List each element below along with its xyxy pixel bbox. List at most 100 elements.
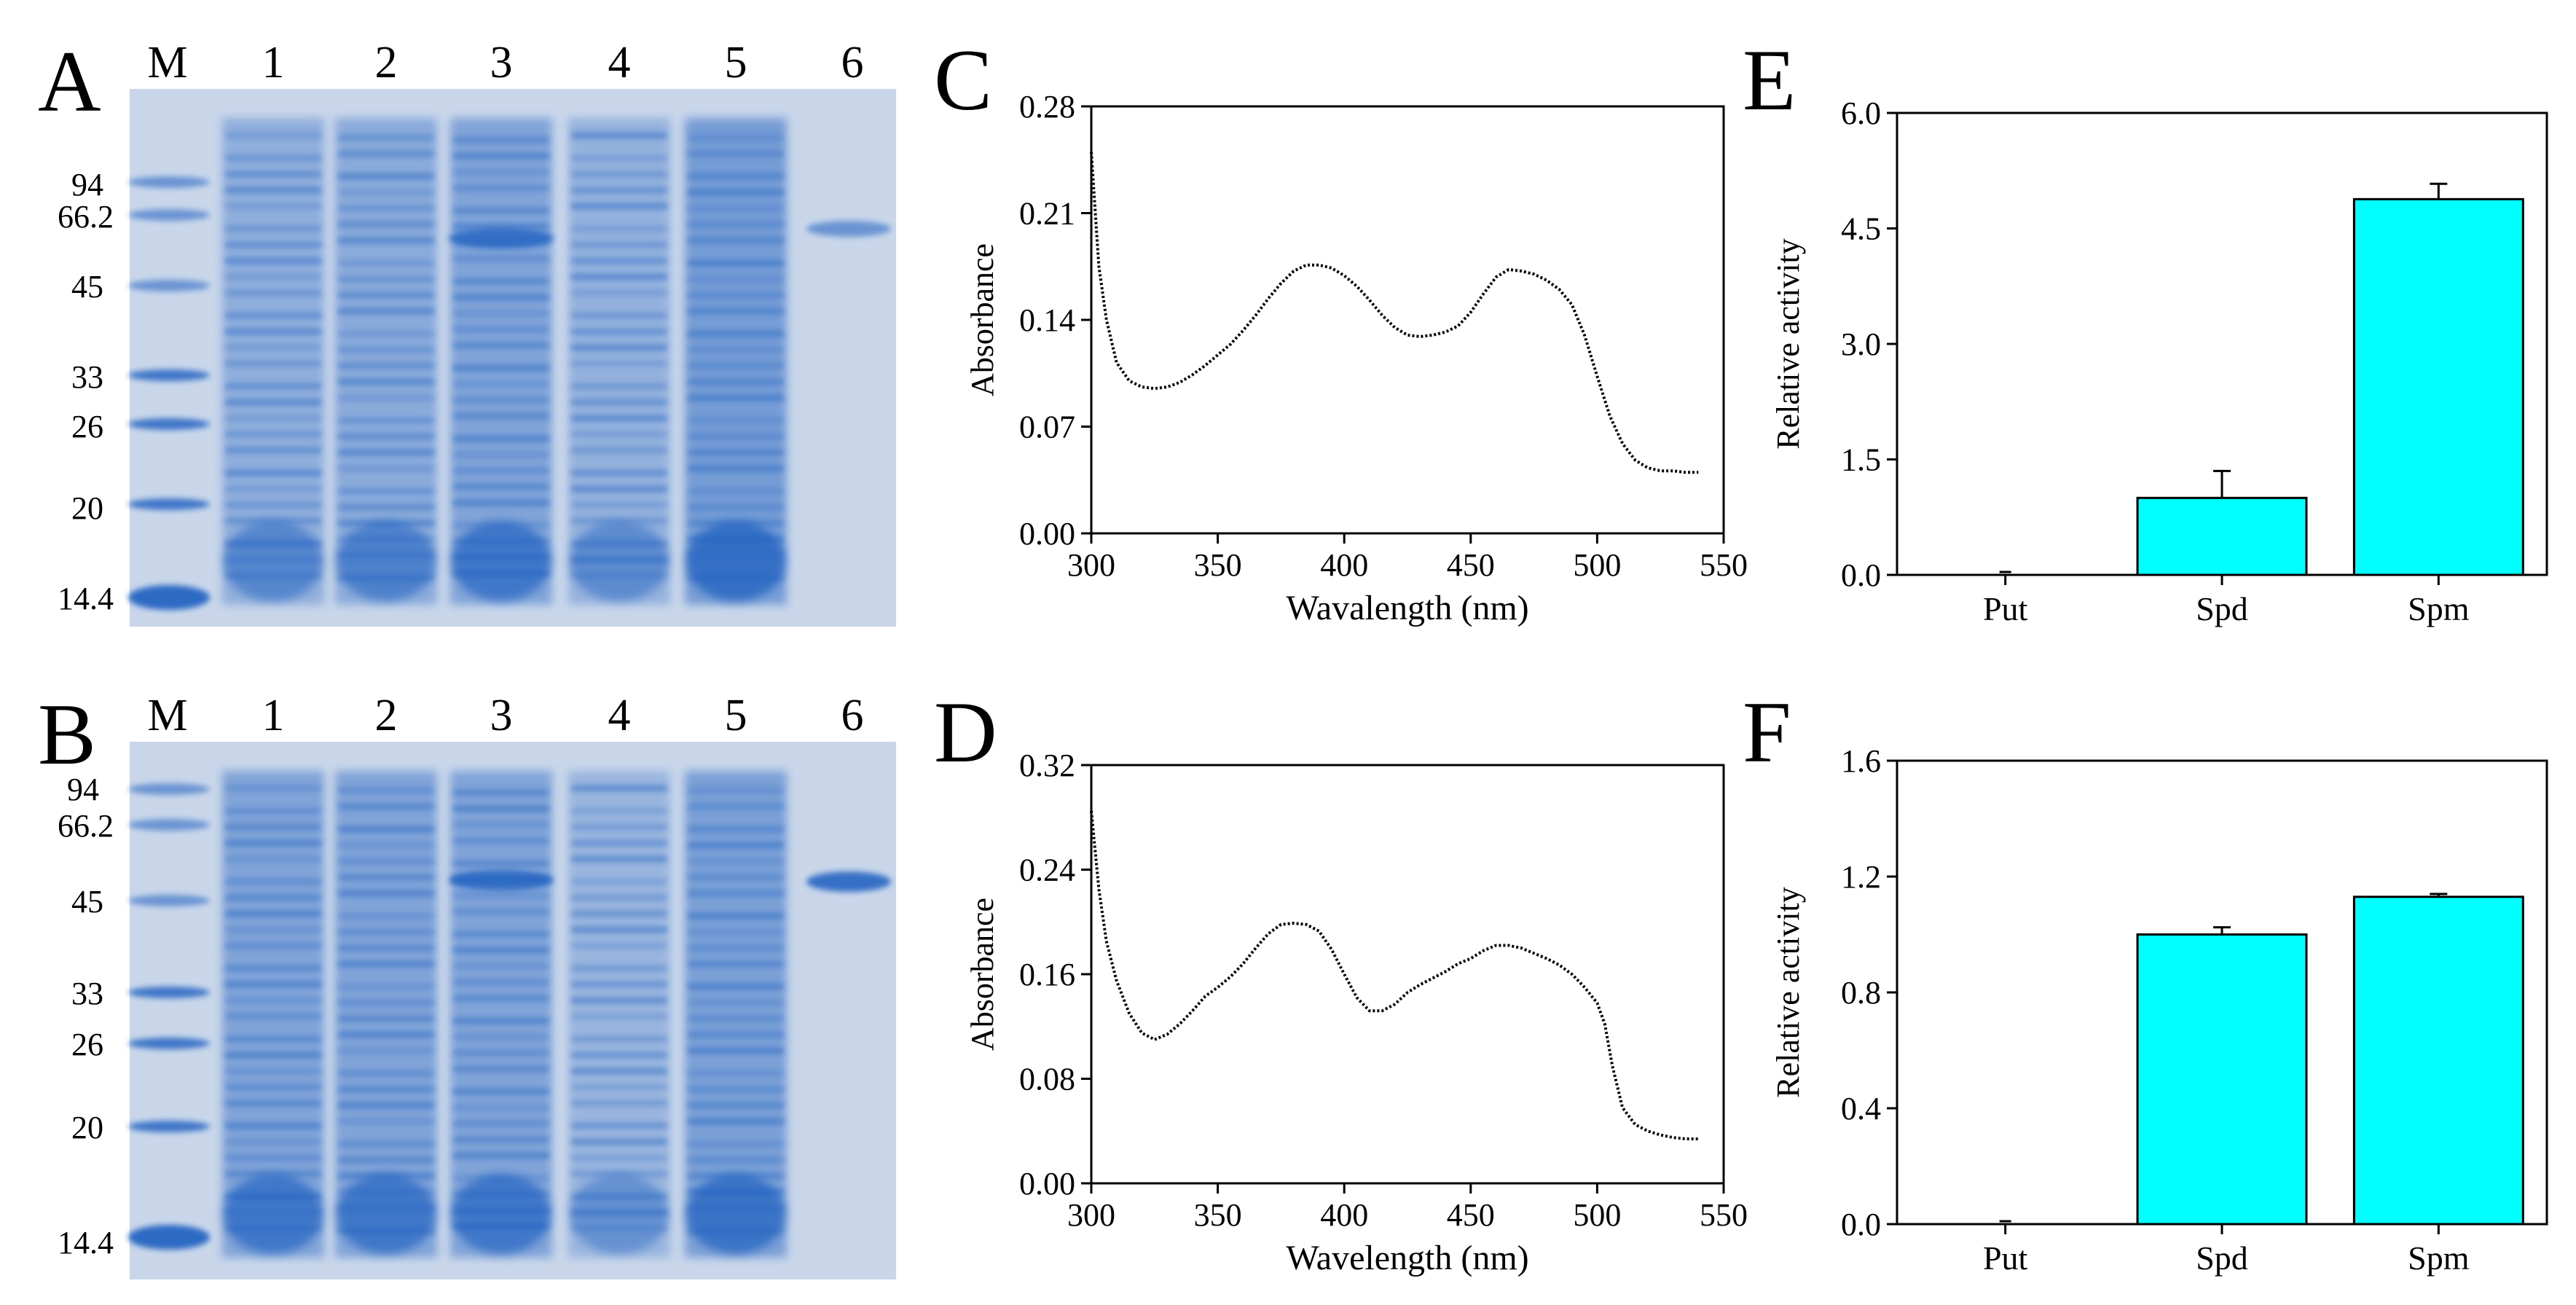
bar xyxy=(2136,496,2308,576)
x-axis-label: Wavelength (nm) xyxy=(1286,1239,1528,1277)
marker-band xyxy=(128,987,210,998)
gel-lane-purified xyxy=(806,871,891,892)
gel-b: M 1 2 3 4 5 6 94 66.2 45 33 26 20 14.4 xyxy=(58,691,896,1279)
x-axis-label: Wavalength (nm) xyxy=(1286,589,1528,627)
y-tick-label: 0.00 xyxy=(1019,1166,1075,1202)
gel-a-lane-label: M xyxy=(147,38,187,87)
gel-b-lane-label: 4 xyxy=(608,691,631,740)
gel-b-lane-label: 3 xyxy=(490,691,513,740)
gel-a: M 1 2 3 4 5 6 94 66.2 45 33 26 20 14.4 xyxy=(58,38,896,627)
y-tick-label: 0.0 xyxy=(1841,557,1881,593)
chart-e: 0.0 1.5 3.0 4.5 6.0 Put Spd Spm Relative activit… xyxy=(1770,95,2548,627)
bar xyxy=(2352,896,2524,1226)
gel-a-marker-label: 66.2 xyxy=(58,199,114,235)
marker-band xyxy=(128,498,210,510)
category-label: Spd xyxy=(2196,1239,2248,1277)
marker-band xyxy=(128,280,210,291)
gel-b-marker-label: 20 xyxy=(71,1110,103,1145)
y-axis-label: Relative activity xyxy=(1770,887,1806,1098)
marker-band xyxy=(128,209,210,221)
gel-b-lane-label: 1 xyxy=(262,691,285,740)
gel-a-marker-label: 94 xyxy=(71,167,103,203)
x-tick-label: 400 xyxy=(1320,547,1368,583)
y-tick-label: 1.6 xyxy=(1841,743,1881,779)
y-axis-label: Relative activity xyxy=(1770,238,1806,450)
marker-band xyxy=(128,1225,210,1250)
category-label: Put xyxy=(1983,1239,2028,1277)
y-tick-label: 0.07 xyxy=(1019,409,1075,445)
gel-b-lane-label: 5 xyxy=(725,691,747,740)
gel-b-marker-label: 14.4 xyxy=(58,1225,114,1261)
y-tick-label: 0.00 xyxy=(1019,516,1075,552)
marker-band xyxy=(128,783,210,795)
marker-band xyxy=(128,895,210,906)
gel-b-marker-label: 26 xyxy=(71,1027,103,1062)
y-tick-label: 0.32 xyxy=(1019,748,1075,783)
absorbance-line xyxy=(1090,152,1699,474)
gel-b-lane-label: M xyxy=(147,691,187,740)
marker-band xyxy=(128,176,210,188)
gel-lane xyxy=(222,771,324,1258)
x-tick-label: 400 xyxy=(1320,1197,1368,1233)
gel-lane xyxy=(335,771,437,1258)
category-label: Spm xyxy=(2408,590,2470,627)
gel-lane xyxy=(449,771,554,1258)
gel-lane xyxy=(335,118,437,605)
gel-lane xyxy=(222,118,324,605)
gel-b-lane-label: 6 xyxy=(841,691,864,740)
gel-lane xyxy=(568,118,670,605)
y-tick-label: 0.08 xyxy=(1019,1062,1075,1097)
y-tick-label: 0.24 xyxy=(1019,853,1075,888)
bar xyxy=(2136,933,2308,1226)
absorbance-line xyxy=(1090,810,1699,1140)
y-tick-label: 1.2 xyxy=(1841,859,1881,895)
y-tick-label: 0.14 xyxy=(1019,302,1075,338)
x-tick-label: 300 xyxy=(1067,547,1115,583)
marker-band xyxy=(128,819,210,831)
gel-lane xyxy=(449,118,554,605)
y-tick-label: 0.21 xyxy=(1019,196,1075,232)
panel-letter-b: B xyxy=(38,686,96,783)
x-tick-label: 300 xyxy=(1067,1197,1115,1233)
marker-band xyxy=(128,1121,210,1132)
gel-b-marker-label: 66.2 xyxy=(58,808,114,844)
y-axis-label: Absorbance xyxy=(965,898,1000,1051)
panel-letter-c: C xyxy=(934,31,992,128)
y-tick-label: 0.4 xyxy=(1841,1091,1881,1126)
x-tick-label: 450 xyxy=(1447,547,1495,583)
x-tick-label: 350 xyxy=(1194,1197,1242,1233)
gel-a-lane-label: 2 xyxy=(375,38,398,87)
bar xyxy=(2352,197,2524,576)
x-tick-label: 500 xyxy=(1573,1197,1621,1233)
plot-frame xyxy=(1090,105,1725,535)
plot-frame xyxy=(1090,764,1725,1185)
gel-lane xyxy=(685,118,787,605)
gel-b-marker-label: 94 xyxy=(67,772,99,807)
chart-d: 300 350 400 450 500 550 0.00 0.08 0.16 0.24 0.32 Wa… xyxy=(965,748,1748,1277)
gel-a-lane-label: 6 xyxy=(841,38,864,87)
gel-b-marker-labels: 94 66.2 45 33 26 20 14.4 xyxy=(58,772,114,1261)
marker-band xyxy=(128,1038,210,1049)
gel-a-marker-label: 20 xyxy=(71,490,103,526)
y-tick-label: 0.0 xyxy=(1841,1207,1881,1242)
y-tick-label: 0.28 xyxy=(1019,89,1075,125)
y-tick-label: 4.5 xyxy=(1841,211,1881,247)
chart-c: 300 350 400 450 500 550 0.00 0.07 0.14 0.21 0.28 Wa… xyxy=(965,89,1748,627)
marker-band xyxy=(128,585,210,610)
gel-a-lane-label: 5 xyxy=(725,38,747,87)
x-tick-label: 350 xyxy=(1194,547,1242,583)
gel-a-lane-label: 1 xyxy=(262,38,285,87)
gel-lane xyxy=(568,771,670,1258)
marker-band xyxy=(128,369,210,381)
panel-letter-a: A xyxy=(38,33,101,130)
gel-a-marker-label: 26 xyxy=(71,409,103,444)
gel-a-marker-label: 45 xyxy=(71,269,103,305)
chart-f: 0.0 0.4 0.8 1.2 1.6 Put Spd Spm Relative activit… xyxy=(1770,743,2548,1277)
gel-a-lane-label: 4 xyxy=(608,38,631,87)
category-label: Spd xyxy=(2196,590,2248,627)
gel-b-lane-label: 2 xyxy=(375,691,398,740)
x-tick-label: 550 xyxy=(1700,547,1748,583)
marker-band xyxy=(128,418,210,430)
gel-a-lane-labels: M 1 2 3 4 5 6 xyxy=(147,38,863,87)
gel-b-marker-label: 33 xyxy=(71,976,103,1011)
